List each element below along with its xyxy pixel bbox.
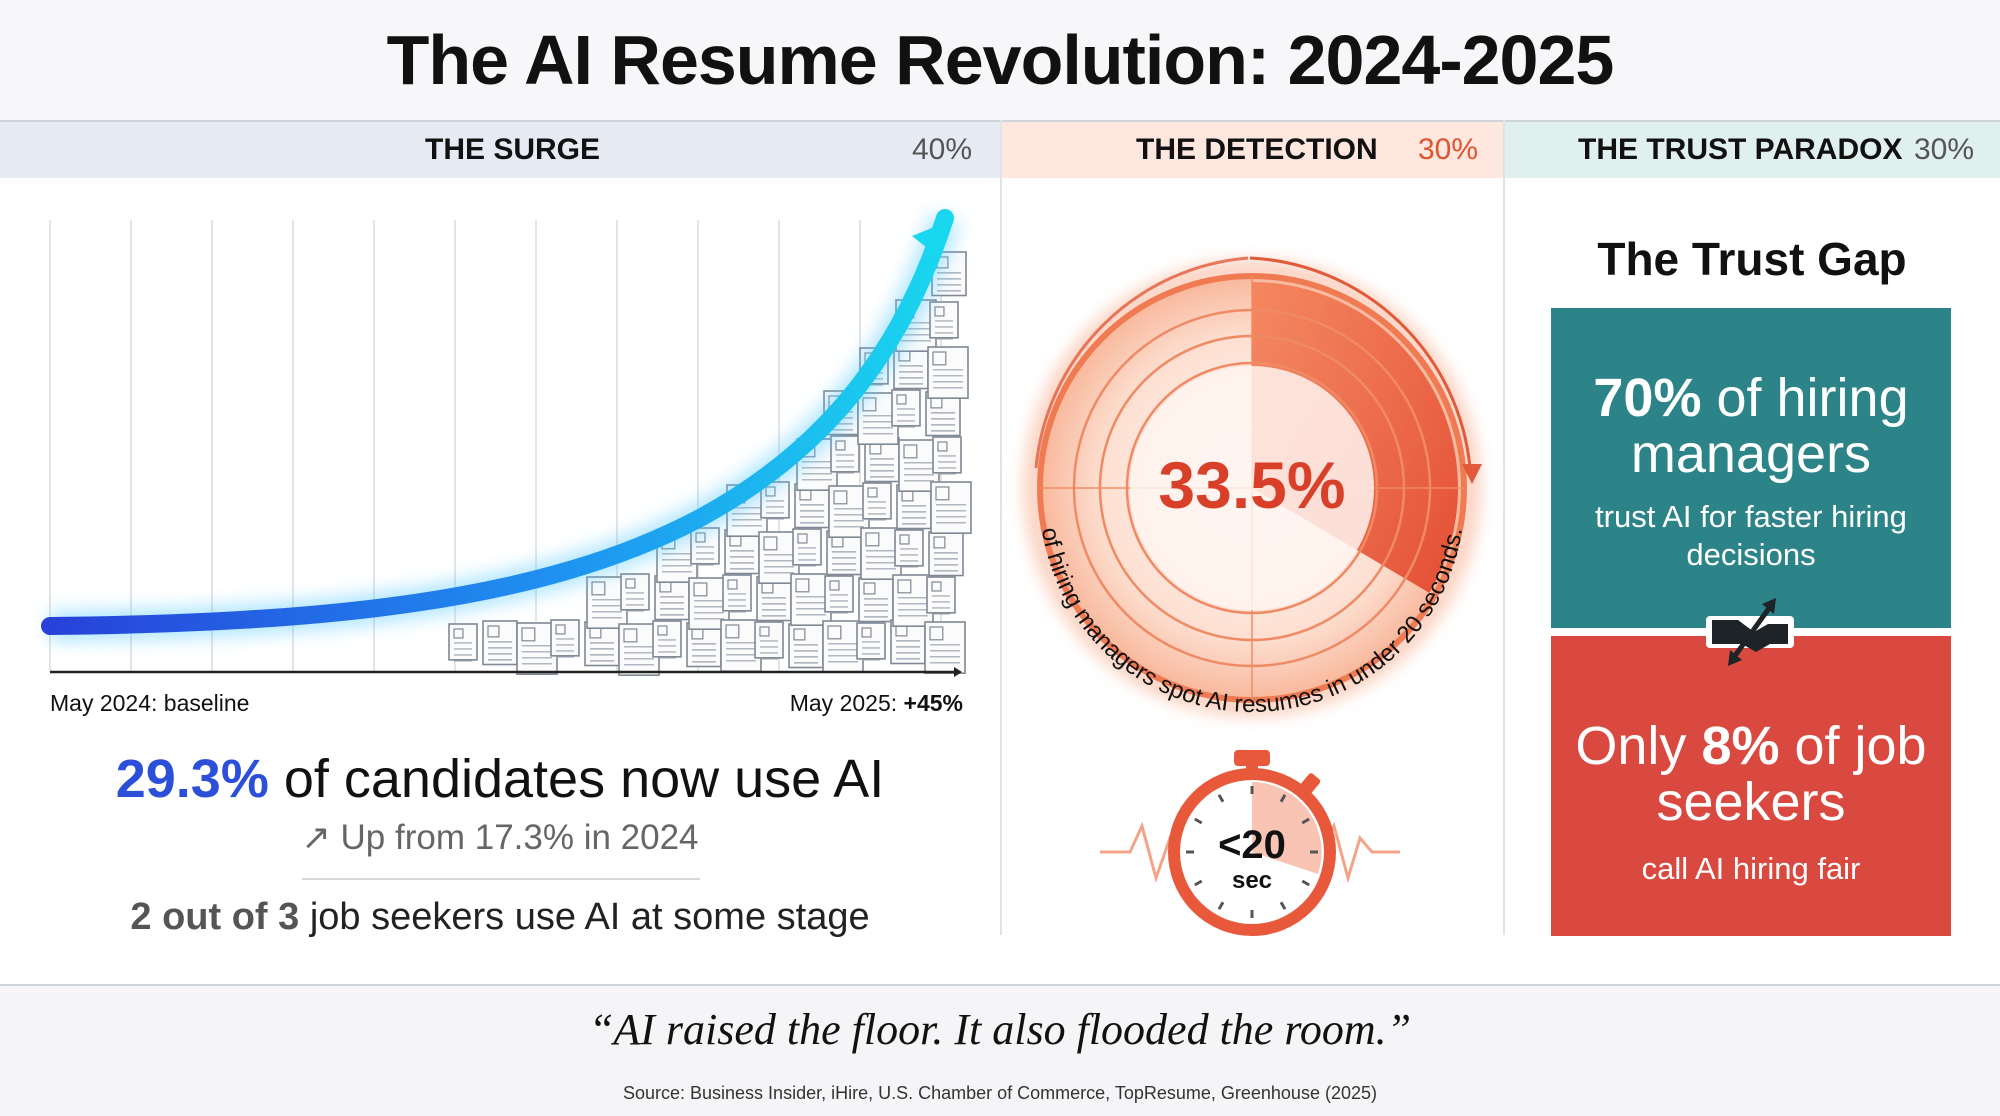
section-header-row: THE SURGE 40% THE DETECTION 30% THE TRUS… [0,120,2000,178]
surge-headline: 29.3% of candidates now use AI [0,748,1000,810]
source-line: Source: Business Insider, iHire, U.S. Ch… [622,1083,1377,1103]
resume-document-icon [930,481,972,535]
stopwatch-icon: <20 sec [1100,750,1400,936]
resume-document-icon [550,619,580,658]
x-axis-arrow [954,667,962,677]
axis-end-value: +45% [903,690,963,716]
resume-document-icon [620,573,650,612]
resume-document-icon [926,576,956,615]
dial-arc-arrow [1462,464,1482,484]
axis-end-prefix: May 2025: [789,690,904,716]
title-bar: The AI Resume Revolution: 2024-2025 [0,0,2000,120]
resume-document-icon [932,436,962,475]
trust-top-sub: trust AI for faster hiring decisions [1595,499,1907,572]
resume-document-icon [891,389,921,428]
dial-outer-arc [1034,256,1249,469]
timer-value: <20 [1218,823,1286,867]
surge-footline: 2 out of 3 job seekers use AI at some st… [0,896,1000,939]
dial-outer-arc [1249,256,1472,469]
resume-document-icon [824,575,854,614]
resume-document-icon [792,528,822,567]
section-percent-detection: 30% [1417,133,1478,166]
resume-document-icon [924,621,966,675]
stopwatch-tick [1217,901,1225,910]
handshake-icon [1706,598,1794,666]
resume-document-icon [652,620,682,659]
resume-document-icon [788,623,824,669]
resume-document-icon [927,346,969,400]
resume-document-icon [584,621,620,667]
trust-top-text: of hiring managers [1630,368,1909,484]
resume-document-icon [929,301,959,340]
trust-top-value: 70% [1593,368,1702,428]
resume-document-icon [448,623,478,662]
resume-document-icon [794,483,830,529]
section-label-detection: THE DETECTION [1136,133,1378,166]
surge-headline-text: of candidates now use AI [268,749,885,809]
dial-glow [1024,260,1480,716]
resume-document-icon [756,576,792,622]
chart-gridlines [49,220,942,672]
stopwatch-tick [1301,817,1310,825]
trust-top-headline: 70% of hiring managers [1551,370,1951,482]
resume-document-icon [722,574,752,613]
resume-document-icon [830,435,860,474]
resume-documents [448,251,972,677]
section-percent-surge: 40% [911,133,972,166]
section-header-surge: THE SURGE 40% [0,122,1000,178]
trust-bottom-headline: Only 8% of job seekers [1551,718,1951,830]
footer [0,984,2000,1116]
section-percent-trust: 30% [1913,133,1974,166]
resume-document-icon [864,437,900,483]
resume-document-icon [894,529,924,568]
surge-subline: ↗ Up from 17.3% in 2024 [301,818,699,857]
stopwatch-crown [1234,750,1270,766]
quote: “AI raised the floor. It also flooded th… [588,1005,1412,1054]
stopwatch-tick [1279,794,1287,803]
trust-bottom-text: of job seekers [1656,716,1927,832]
resume-document-icon [858,577,894,623]
stopwatch-tick [1194,879,1203,887]
stopwatch-tick [1301,879,1310,887]
trust-top-panel: 70% of hiring managers trust AI for fast… [1551,308,1951,628]
detection-graphic: 33.5% of hiring managers spot AI resumes… [1024,256,1482,936]
trust-bottom-value: 8% [1701,716,1780,776]
stopwatch-tick [1194,817,1203,825]
resume-document-icon [826,530,862,576]
trust-title: The Trust Gap [1597,233,1907,285]
resume-document-icon [862,482,892,521]
surge-chart [41,209,972,677]
resume-document-icon [856,622,886,661]
surge-footline-bold: 2 out of 3 [130,896,300,938]
stopwatch-tick [1217,794,1225,803]
stopwatch-elapsed [1252,782,1322,874]
growth-arrow-head [912,220,952,258]
surge-headline-value: 29.3% [115,749,269,809]
axis-start-label: May 2024: baseline [50,690,250,716]
section-label-surge: THE SURGE [425,133,601,166]
trust-bottom-panel: Only 8% of job seekers call AI hiring fa… [1551,636,1951,936]
page-title: The AI Resume Revolution: 2024-2025 [386,21,1615,99]
detection-value: 33.5% [1158,448,1345,522]
section-header-detection: THE DETECTION 30% [1000,122,1504,178]
dial-center [1130,366,1374,610]
resume-document-icon [928,531,964,577]
resume-document-icon [690,527,720,566]
axis-end-label: May 2025: +45% [790,690,963,717]
section-header-trust: THE TRUST PARADOX 30% [1504,122,2000,178]
surge-footline-text: job seekers use AI at some stage [299,896,870,938]
column-divider [1000,120,1002,935]
trust-bottom-sub: call AI hiring fair [1641,851,1861,886]
section-label-trust: THE TRUST PARADOX [1578,133,1903,166]
stopwatch-tick [1279,901,1287,910]
resume-document-icon [482,620,518,666]
stopwatch-ticks [1186,786,1318,918]
column-divider [1503,120,1505,935]
timer-unit: sec [1232,867,1272,894]
growth-curve [41,209,954,635]
surge-separator [302,878,700,880]
resume-document-icon [754,621,784,660]
trust-bottom-prefix: Only [1575,716,1702,776]
resume-document-icon [686,622,722,668]
